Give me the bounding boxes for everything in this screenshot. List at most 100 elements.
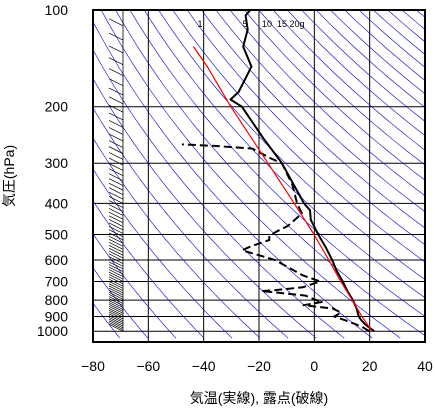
wind-barb (108, 222, 124, 231)
wind-barb (108, 208, 124, 216)
wind-barb (108, 250, 124, 259)
x-tick-labels: −80 −60 −40 −20 0 20 40 (81, 358, 433, 374)
wind-barb (108, 187, 124, 196)
dry-adiabat-line (158, 10, 425, 280)
dry-adiabat-line (100, 10, 401, 339)
wind-barb (108, 315, 124, 323)
dry-adiabat-line (93, 49, 345, 339)
dry-adiabat-line (129, 10, 425, 317)
wind-barb (108, 307, 124, 316)
wind-barb (108, 226, 124, 234)
x-tick-label: 40 (417, 358, 433, 374)
dry-adiabat-line (201, 10, 425, 229)
dry-adiabat-line (172, 10, 425, 263)
x-tick-label: 0 (310, 358, 318, 374)
y-tick-label: 100 (45, 2, 69, 18)
x-tick-label: −20 (247, 358, 271, 374)
wind-barb (108, 318, 124, 327)
y-tick-label: 500 (45, 227, 69, 243)
plot-frame (92, 9, 426, 343)
y-tick-label: 1000 (37, 323, 68, 339)
wind-barb (108, 309, 124, 318)
wind-barb (108, 204, 124, 212)
dry-adiabat-line (93, 107, 289, 339)
wind-barb (108, 283, 124, 292)
parcel-line (192, 46, 373, 332)
mixing-ratio-label: 10 (262, 19, 272, 29)
wind-barb (108, 289, 124, 298)
wind-barb (108, 104, 124, 113)
wind-barb (108, 242, 124, 250)
wind-barb (108, 285, 124, 294)
wind-barb (108, 317, 124, 325)
wind-barb (108, 247, 124, 256)
x-tick-label: −40 (192, 358, 216, 374)
dry-adiabat-line (93, 233, 177, 339)
wind-barb (108, 96, 124, 105)
mixing-ratio-label: 15 (277, 19, 287, 29)
wind-barb (108, 196, 124, 204)
wind-barb (108, 276, 124, 285)
wind-barb (108, 140, 124, 148)
wind-barb (108, 127, 124, 135)
wind-barb (108, 264, 124, 272)
mixing-ratio-label: 20g (289, 19, 304, 29)
wind-barb (108, 244, 124, 253)
wind-barbs (108, 10, 124, 332)
wind-barb (108, 229, 124, 238)
dry-adiabat-line (93, 137, 261, 339)
wind-barb (108, 146, 124, 154)
wind-barb (108, 182, 124, 191)
dry-adiabat-line (93, 200, 205, 339)
mixing-ratio-labels: 1 5 10 15 20g (197, 19, 304, 29)
mixing-ratio-label: 1 (197, 19, 202, 29)
wind-barb (108, 168, 124, 177)
wind-barb (108, 302, 124, 310)
wind-barb (108, 191, 124, 200)
wind-barb (108, 261, 124, 270)
y-tick-label: 700 (45, 273, 69, 289)
wind-barb (108, 258, 124, 267)
wind-barb (108, 323, 124, 332)
y-tick-label: 900 (45, 308, 69, 324)
wind-barb (108, 178, 124, 186)
wind-barb (108, 211, 124, 220)
dewpoint-line (181, 143, 370, 333)
wind-barb (108, 32, 124, 41)
wind-barb (108, 215, 124, 224)
wind-barb (108, 200, 124, 208)
wind-barb (108, 256, 124, 264)
dry-adiabats (93, 10, 425, 339)
x-tick-label: −80 (81, 358, 105, 374)
wind-barb (108, 304, 124, 312)
wind-barb (108, 120, 124, 128)
dry-adiabat-line (143, 10, 425, 299)
wind-barb (108, 322, 124, 330)
y-tick-label: 300 (45, 155, 69, 171)
wind-barb (108, 18, 124, 27)
y-tick-label: 400 (45, 195, 69, 211)
wind-barb (108, 287, 124, 296)
wind-barb (108, 292, 124, 300)
dry-adiabat-line (244, 10, 425, 181)
wind-barb (108, 269, 124, 277)
wind-barb (108, 271, 124, 280)
wind-barb (108, 300, 124, 308)
temperature-line (229, 10, 375, 333)
wind-barb (108, 152, 124, 160)
wind-barb (108, 281, 124, 289)
wind-barb (108, 311, 124, 320)
y-tick-label: 800 (45, 292, 69, 308)
gridlines (93, 10, 425, 342)
x-tick-label: −60 (136, 358, 160, 374)
wind-barb (108, 313, 124, 322)
wind-barb (108, 219, 124, 227)
wind-barb (108, 68, 124, 76)
dry-adiabat-line (93, 168, 233, 339)
wind-barb (108, 57, 124, 66)
dry-adiabat-line (186, 10, 425, 246)
data-series (181, 10, 375, 333)
dry-adiabat-line (93, 77, 317, 339)
